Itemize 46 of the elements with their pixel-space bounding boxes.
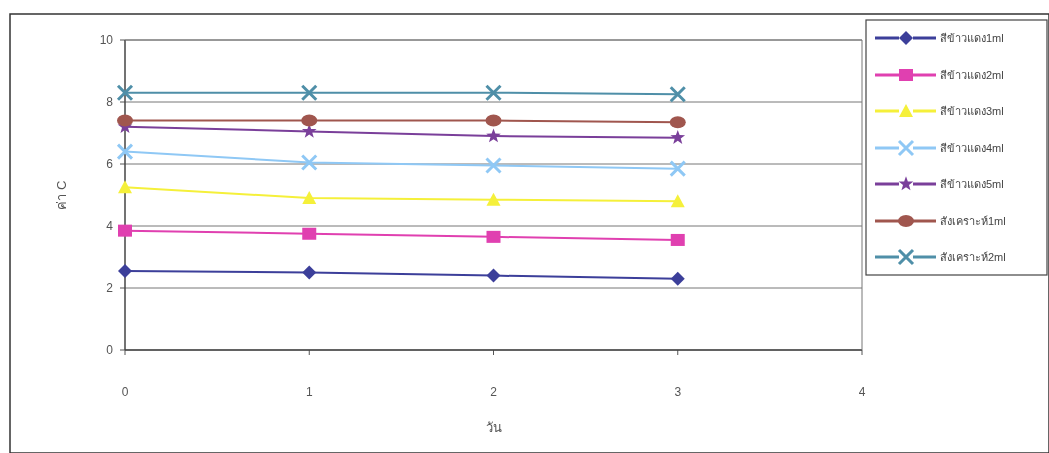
point bbox=[486, 230, 501, 243]
x-tick-label: 2 bbox=[490, 385, 498, 399]
point bbox=[485, 157, 502, 175]
point bbox=[302, 265, 317, 280]
x-tick-label: 4 bbox=[858, 385, 866, 399]
point bbox=[670, 194, 685, 208]
point bbox=[485, 84, 502, 102]
legend-label: สีข้าวแดง4ml bbox=[940, 142, 1004, 154]
y-tick-label: 10 bbox=[99, 33, 114, 47]
x-axis-title: วัน bbox=[485, 420, 502, 435]
legend-label: สังเคราะห์2ml bbox=[940, 251, 1006, 263]
x-tick-label: 1 bbox=[305, 385, 313, 399]
y-tick-label: 0 bbox=[106, 343, 114, 357]
point bbox=[485, 114, 502, 127]
point bbox=[486, 128, 501, 143]
point bbox=[118, 263, 132, 278]
y-tick-label: 6 bbox=[106, 157, 114, 171]
point bbox=[118, 180, 132, 194]
y-axis-title: ค่า C bbox=[54, 180, 69, 210]
point bbox=[486, 268, 501, 283]
x-tick-label: 0 bbox=[121, 385, 129, 399]
x-tick-label: 3 bbox=[674, 385, 682, 399]
point bbox=[118, 224, 132, 237]
point bbox=[300, 84, 318, 102]
point bbox=[669, 85, 687, 103]
point bbox=[669, 160, 687, 178]
point bbox=[486, 192, 501, 206]
point bbox=[670, 233, 685, 246]
point bbox=[300, 153, 318, 171]
y-tick-label: 2 bbox=[106, 281, 114, 295]
point bbox=[301, 114, 318, 127]
point bbox=[116, 143, 134, 161]
legend-label: สีข้าวแดง2ml bbox=[940, 69, 1004, 81]
point bbox=[670, 271, 685, 286]
legend-label: สีข้าวแดง5ml bbox=[940, 178, 1004, 190]
y-tick-label: 8 bbox=[106, 95, 114, 109]
point bbox=[117, 114, 133, 127]
point bbox=[670, 129, 686, 144]
y-tick-label: 4 bbox=[106, 219, 114, 233]
point bbox=[116, 84, 134, 102]
point bbox=[302, 191, 317, 205]
legend-label: สีข้าวแดง1ml bbox=[940, 32, 1004, 44]
legend-label: สีข้าวแดง3ml bbox=[940, 105, 1004, 117]
point bbox=[302, 227, 317, 240]
point bbox=[669, 116, 686, 129]
legend-label: สังเคราะห์1ml bbox=[940, 215, 1006, 227]
